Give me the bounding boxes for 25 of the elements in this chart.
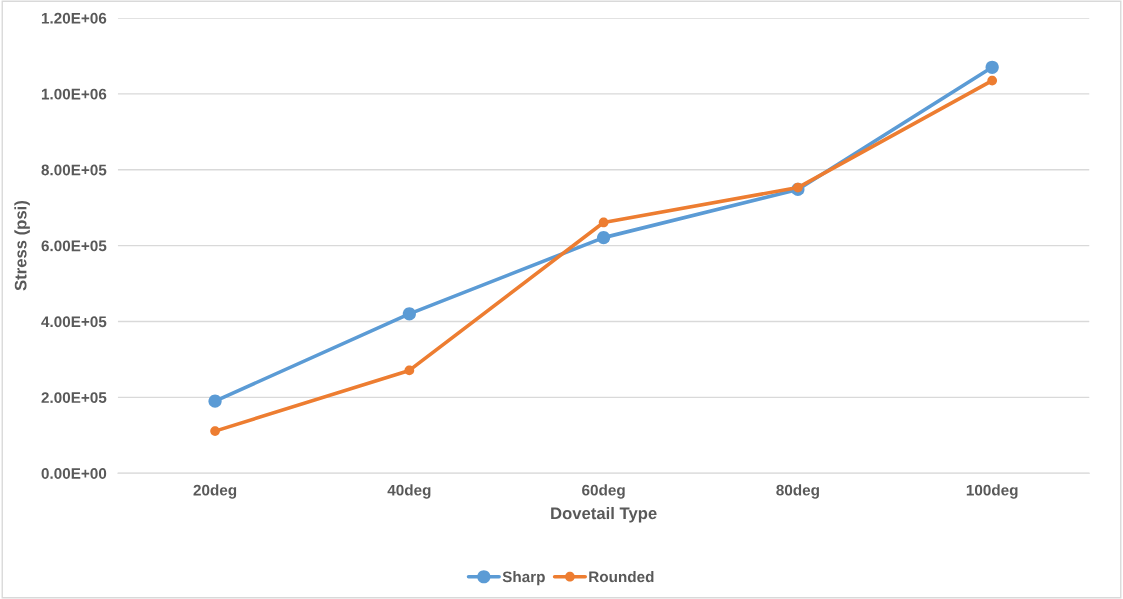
x-tick-label: 80deg xyxy=(776,484,819,499)
x-tick-label: 60deg xyxy=(582,484,625,499)
y-tick-label: 6.00E+05 xyxy=(41,240,107,252)
point xyxy=(208,394,222,408)
point xyxy=(404,365,415,376)
y-tick-label: 4.00E+05 xyxy=(41,316,107,328)
point xyxy=(985,60,999,74)
y-tick-label: 8.00E+05 xyxy=(41,164,107,176)
legend-label: Rounded xyxy=(589,571,654,583)
x-tick-label: 40deg xyxy=(387,484,431,499)
y-axis-title: Stress (psi) xyxy=(14,201,30,291)
y-tick-label: 0.00E+00 xyxy=(41,468,107,479)
x-tick-label: 100deg xyxy=(966,484,1018,499)
point xyxy=(793,182,803,193)
legend-label: Sharp xyxy=(502,571,545,586)
y-tick-label: 1.00E+06 xyxy=(41,88,107,100)
point xyxy=(210,426,220,436)
x-tick-label: 20deg xyxy=(193,484,237,499)
y-tick-label: 1.20E+06 xyxy=(41,12,107,24)
y-tick-label: 2.00E+05 xyxy=(41,392,107,404)
point xyxy=(402,307,416,321)
point xyxy=(597,231,611,245)
x-axis-title: Dovetail Type xyxy=(551,506,657,523)
point xyxy=(598,217,609,228)
point xyxy=(987,75,998,86)
